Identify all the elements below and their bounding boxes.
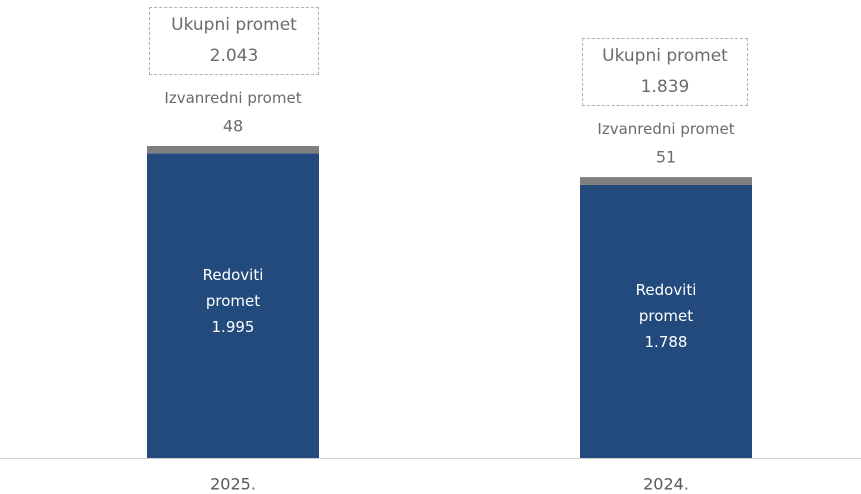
bar-segment bbox=[147, 146, 319, 154]
bar-segment bbox=[580, 177, 752, 185]
value-label: 48 bbox=[222, 116, 244, 136]
series-name: Redoviti promet bbox=[635, 281, 697, 326]
x-tick-label: 2024. bbox=[643, 475, 689, 494]
value-label: 1.995 bbox=[211, 317, 255, 336]
total-box: Ukupni promet 2.043 bbox=[149, 7, 319, 75]
value-label: 1.788 bbox=[644, 333, 688, 352]
total-label: 2.043 bbox=[209, 46, 259, 66]
segment-label: Redoviti promet 1.995 bbox=[188, 262, 278, 340]
segment-label: Redoviti promet 1.788 bbox=[621, 277, 711, 355]
total-name: Ukupni promet bbox=[602, 46, 728, 67]
series-name: Redoviti promet bbox=[202, 265, 264, 310]
total-box: Ukupni promet 1.839 bbox=[582, 38, 748, 107]
series-name: Izvanredni promet bbox=[164, 89, 302, 107]
series-name: Izvanredni promet bbox=[597, 120, 735, 139]
total-name: Ukupni promet bbox=[171, 15, 297, 35]
bar-segment bbox=[147, 153, 319, 459]
bar-segment bbox=[580, 184, 752, 458]
value-label: 51 bbox=[655, 147, 677, 167]
total-label: 1.839 bbox=[640, 77, 690, 98]
x-tick-label: 2025. bbox=[210, 475, 256, 494]
